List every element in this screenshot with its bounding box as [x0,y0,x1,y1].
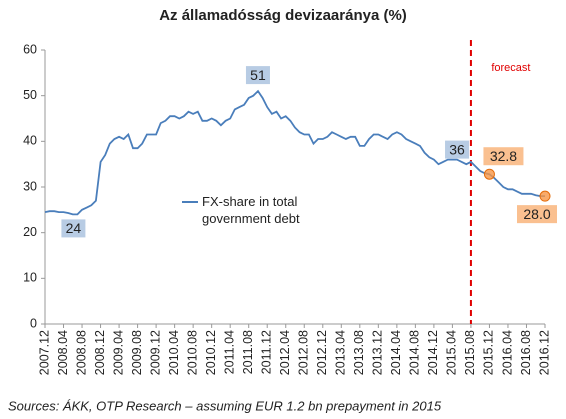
x-tick-label: 2016.04 [500,330,514,375]
x-tick-label: 2013.04 [334,330,348,375]
y-tick-label: 40 [23,134,37,148]
x-tick-label: 2014.08 [408,330,422,375]
x-tick-label: 2015.04 [445,330,459,375]
y-tick-label: 0 [30,316,37,330]
x-tick-label: 2008.12 [93,330,107,375]
value-label-box [517,205,557,224]
x-tick-label: 2014.12 [426,330,440,375]
x-tick-label: 2011.12 [260,330,274,374]
y-tick-label: 60 [23,42,37,56]
x-tick-label: 2011.04 [222,330,236,374]
forecast-marker [483,168,495,180]
x-tick-label: 2008.04 [56,330,70,375]
x-tick-label: 2014.04 [389,330,403,375]
value-label: 51 [250,67,266,83]
legend-label: FX-share in total government debt [202,194,300,226]
x-tick-label: 2009.04 [111,330,125,375]
chart-title: Az államadósság devizaaránya (%) [159,7,407,24]
value-label-box [61,219,86,238]
value-label: 28.0 [523,206,550,222]
x-tick-label: 2013.12 [371,330,385,375]
forecast-label: forecast [491,62,530,74]
forecast-marker [539,190,551,202]
x-tick-label: 2012.08 [297,330,311,375]
value-label-box [483,147,524,166]
source-note: Sources: ÁKK, OTP Research – assuming EU… [8,398,442,413]
y-tick-label: 50 [23,88,37,102]
legend: FX-share in total government debt [182,193,332,227]
x-tick-label: 2010.12 [204,330,218,375]
x-tick-label: 2009.08 [130,330,144,375]
x-tick-label: 2012.12 [315,330,329,375]
x-tick-label: 2008.08 [74,330,88,375]
x-tick-label: 2007.12 [37,330,51,375]
y-tick-label: 20 [23,225,37,239]
x-tick-label: 2016.08 [519,330,533,375]
value-label: 24 [66,220,82,236]
value-label: 32.8 [490,148,517,164]
x-tick-label: 2016.12 [537,330,551,375]
x-tick-label: 2010.04 [167,330,181,375]
x-tick-label: 2012.04 [278,330,292,375]
value-label-box [445,140,470,159]
y-tick-label: 10 [23,271,37,285]
x-tick-label: 2013.08 [352,330,366,375]
y-tick-label: 30 [23,179,37,193]
x-tick-label: 2015.12 [482,330,496,375]
legend-swatch [182,201,198,203]
value-label: 36 [449,141,465,157]
x-tick-label: 2011.08 [241,330,255,374]
x-tick-label: 2010.08 [185,330,199,375]
x-tick-label: 2015.08 [463,330,477,375]
data-line [44,89,545,216]
x-tick-label: 2009.12 [148,330,162,375]
value-label-box [245,66,270,85]
